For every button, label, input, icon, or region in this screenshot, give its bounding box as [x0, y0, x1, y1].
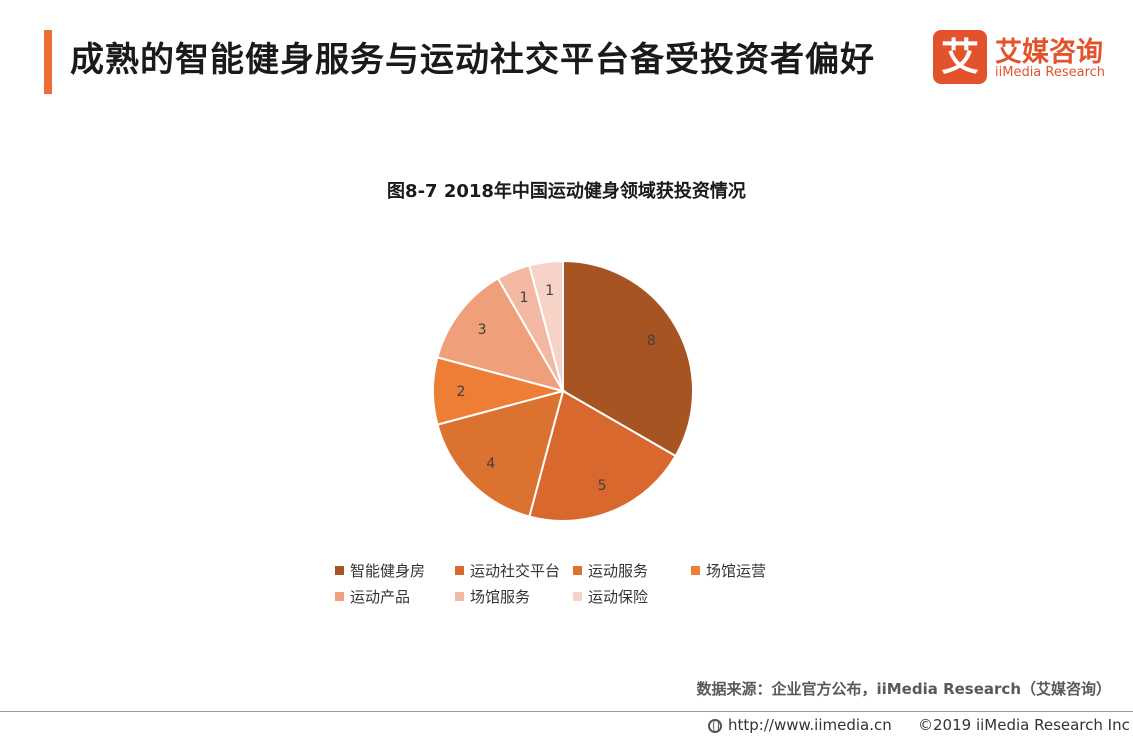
legend-item-6: 场馆服务 — [455, 586, 530, 607]
legend-item-7: 运动保险 — [573, 586, 648, 607]
pie-data-label-1: 8 — [647, 333, 656, 349]
legend-swatch — [455, 592, 464, 601]
page-title: 成熟的智能健身服务与运动社交平台备受投资者偏好 — [70, 40, 875, 80]
pie-slice-5 — [436, 277, 566, 393]
globe-icon — [708, 719, 722, 733]
footer-url[interactable]: http://www.iimedia.cn — [708, 716, 892, 734]
logo-name-en: iiMedia Research — [995, 65, 1106, 80]
pie-data-label-6: 1 — [520, 290, 529, 306]
pie-data-label-5: 3 — [478, 322, 487, 338]
footer-divider — [0, 711, 1133, 712]
legend-swatch — [335, 592, 344, 601]
legend-item-3: 运动服务 — [573, 560, 648, 581]
legend-item-2: 运动社交平台 — [455, 560, 560, 581]
legend-label: 运动社交平台 — [470, 562, 561, 580]
chart-title: 图8-7 2018年中国运动健身领域获投资情况 — [387, 181, 746, 202]
data-source: 数据来源：企业官方公布，iiMedia Research（艾媒咨询） — [696, 680, 1111, 698]
pie-data-label-7: 1 — [545, 283, 554, 299]
legend-item-1: 智能健身房 — [335, 560, 425, 581]
footer-copyright: ©2019 iiMedia Research Inc — [918, 716, 1130, 734]
legend-swatch — [691, 566, 700, 575]
footer-url-text[interactable]: http://www.iimedia.cn — [728, 716, 892, 734]
legend-label: 运动服务 — [588, 562, 649, 580]
pie-data-label-3: 4 — [486, 456, 495, 472]
pie-slice-3 — [436, 389, 565, 518]
legend-swatch — [455, 566, 464, 575]
pie-slice-7 — [528, 259, 564, 392]
legend-swatch — [573, 566, 582, 575]
legend-swatch — [573, 592, 582, 601]
legend-label: 运动保险 — [588, 588, 649, 606]
legend-label: 运动产品 — [350, 588, 411, 606]
pie-slice-2 — [528, 389, 677, 522]
legend-item-4: 场馆运营 — [691, 560, 766, 581]
pie-data-label-2: 5 — [598, 478, 607, 494]
legend-item-5: 运动产品 — [335, 586, 410, 607]
legend-label: 智能健身房 — [350, 562, 426, 580]
logo-mark: 艾 — [933, 30, 987, 84]
title-accent-bar — [44, 30, 52, 94]
pie-data-label-4: 2 — [457, 384, 466, 400]
pie-slice-1 — [562, 259, 694, 458]
brand-logo: 艾 艾媒咨询 iiMedia Research — [933, 30, 1123, 86]
logo-name-cn: 艾媒咨询 — [995, 37, 1103, 68]
legend-label: 场馆运营 — [706, 562, 767, 580]
legend-swatch — [335, 566, 344, 575]
legend-label: 场馆服务 — [470, 588, 531, 606]
